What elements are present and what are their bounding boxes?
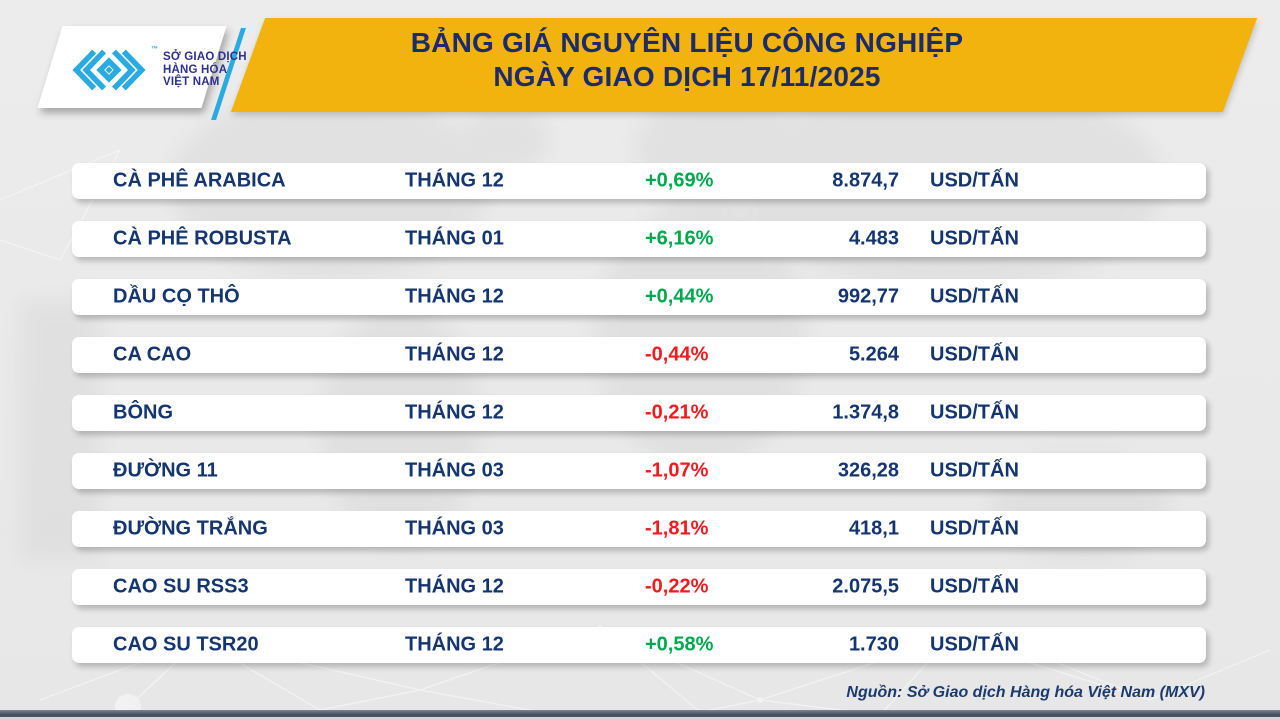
price-unit: USD/TẤN — [930, 343, 1019, 366]
page-title: BẢNG GIÁ NGUYÊN LIỆU CÔNG NGHIỆP NGÀY GI… — [287, 26, 1087, 94]
price-unit: USD/TẤN — [930, 169, 1019, 192]
change-percent: +0,44% — [645, 285, 714, 308]
commodity-name: CA CAO — [113, 343, 192, 366]
bottom-edge-line — [0, 717, 1280, 720]
price-value: 8.874,7 — [832, 169, 899, 192]
change-percent: +0,58% — [645, 633, 714, 656]
trademark-symbol: ™ — [151, 46, 158, 53]
contract-month: THÁNG 12 — [405, 285, 504, 308]
commodity-name: CÀ PHÊ ROBUSTA — [113, 227, 292, 250]
price-unit: USD/TẤN — [930, 227, 1019, 250]
table-row: BÔNG THÁNG 12 -0,21% 1.374,8 USD/TẤN — [72, 395, 1206, 431]
change-percent: -0,44% — [645, 343, 709, 366]
contract-month: THÁNG 12 — [405, 401, 504, 424]
change-percent: -0,22% — [645, 575, 709, 598]
change-percent: -1,81% — [645, 517, 709, 540]
table-row: CAO SU RSS3 THÁNG 12 -0,22% 2.075,5 USD/… — [72, 569, 1206, 605]
contract-month: THÁNG 12 — [405, 169, 504, 192]
price-value: 5.264 — [848, 343, 899, 366]
contract-month: THÁNG 03 — [405, 517, 504, 540]
mxv-logo-icon — [72, 49, 146, 91]
price-unit: USD/TẤN — [930, 401, 1019, 424]
table-row: ĐƯỜNG 11 THÁNG 03 -1,07% 326,28 USD/TẤN — [72, 453, 1206, 489]
price-value: 1.374,8 — [832, 401, 899, 424]
price-value: 992,77 — [837, 285, 899, 308]
price-unit: USD/TẤN — [930, 285, 1019, 308]
price-unit: USD/TẤN — [930, 517, 1019, 540]
table-row: CÀ PHÊ ROBUSTA THÁNG 01 +6,16% 4.483 USD… — [72, 221, 1206, 257]
bottom-bar — [0, 710, 1280, 717]
table-row: CÀ PHÊ ARABICA THÁNG 12 +0,69% 8.874,7 U… — [72, 163, 1206, 199]
price-unit: USD/TẤN — [930, 633, 1019, 656]
change-percent: +0,69% — [645, 169, 714, 192]
logo-org-name: SỞ GIAO DỊCH HÀNG HÓA VIỆT NAM — [163, 51, 247, 89]
contract-month: THÁNG 01 — [405, 227, 504, 250]
contract-month: THÁNG 12 — [405, 633, 504, 656]
mxv-logo: ™ SỞ GIAO DỊCH HÀNG HÓA VIỆT NAM — [72, 44, 247, 96]
table-row: DẦU CỌ THÔ THÁNG 12 +0,44% 992,77 USD/TẤ… — [72, 279, 1206, 315]
source-caption: Nguồn: Sở Giao dịch Hàng hóa Việt Nam (M… — [846, 684, 1205, 701]
table-row: CA CAO THÁNG 12 -0,44% 5.264 USD/TẤN — [72, 337, 1206, 373]
price-unit: USD/TẤN — [930, 575, 1019, 598]
logo-org-line1: SỞ GIAO DỊCH — [163, 51, 247, 64]
commodity-name: CAO SU RSS3 — [113, 575, 249, 598]
commodity-name: BÔNG — [113, 401, 173, 424]
table-row: ĐƯỜNG TRẮNG THÁNG 03 -1,81% 418,1 USD/TẤ… — [72, 511, 1206, 547]
table-row: CAO SU TSR20 THÁNG 12 +0,58% 1.730 USD/T… — [72, 627, 1206, 663]
contract-month: THÁNG 12 — [405, 575, 504, 598]
price-value: 2.075,5 — [832, 575, 899, 598]
price-unit: USD/TẤN — [930, 459, 1019, 482]
logo-org-line3: VIỆT NAM — [163, 76, 220, 89]
contract-month: THÁNG 03 — [405, 459, 504, 482]
price-table: CÀ PHÊ ARABICA THÁNG 12 +0,69% 8.874,7 U… — [72, 163, 1206, 685]
logo-org-line2: HÀNG HÓA — [163, 63, 228, 76]
commodity-name: ĐƯỜNG TRẮNG — [113, 517, 268, 540]
title-line2: NGÀY GIAO DỊCH 17/11/2025 — [493, 61, 881, 92]
commodity-name: ĐƯỜNG 11 — [113, 459, 218, 482]
price-value: 418,1 — [848, 517, 899, 540]
price-value: 4.483 — [848, 227, 899, 250]
price-value: 1.730 — [848, 633, 899, 656]
title-line1: BẢNG GIÁ NGUYÊN LIỆU CÔNG NGHIỆP — [410, 27, 964, 58]
commodity-name: CÀ PHÊ ARABICA — [113, 169, 286, 192]
change-percent: +6,16% — [645, 227, 714, 250]
commodity-name: DẦU CỌ THÔ — [113, 285, 240, 308]
commodity-name: CAO SU TSR20 — [113, 633, 259, 656]
change-percent: -0,21% — [645, 401, 709, 424]
price-value: 326,28 — [837, 459, 899, 482]
contract-month: THÁNG 12 — [405, 343, 504, 366]
change-percent: -1,07% — [645, 459, 709, 482]
